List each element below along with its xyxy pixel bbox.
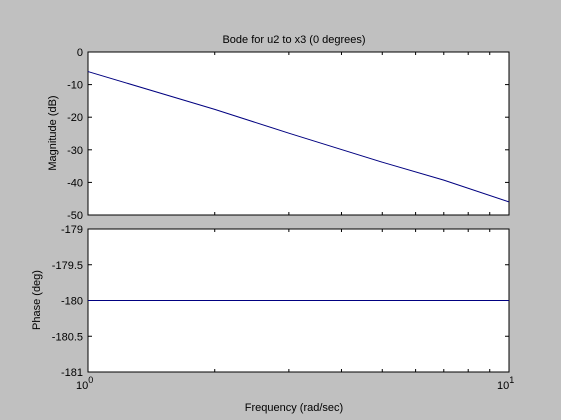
magnitude-series-line (87, 71, 510, 203)
magnitude-ticks: 0 -10 -20 -30 -40 -50 (67, 47, 510, 222)
x-tick-exponent-1: 0 (88, 375, 93, 385)
frequency-xlabel: Frequency (rad/sec) (245, 402, 343, 414)
phase-ytick-label: -179 (61, 224, 83, 236)
phase-ytick-label: -180.5 (52, 331, 83, 343)
magnitude-ytick-label: -30 (67, 145, 83, 157)
magnitude-ytick-label: -40 (67, 177, 83, 189)
x-tick-label-10: 101 (497, 375, 514, 392)
magnitude-ytick-label: -50 (67, 210, 83, 222)
phase-ylabel: Phase (deg) (31, 270, 43, 330)
magnitude-axes: Bode for u2 to x3 (0 degrees) Magnitude … (47, 34, 510, 222)
magnitude-plot-area (87, 51, 510, 216)
magnitude-ytick-label: -20 (67, 112, 83, 124)
magnitude-ytick-label: 0 (77, 47, 83, 59)
phase-ytick-label: -180 (61, 296, 83, 308)
magnitude-title: Bode for u2 to x3 (0 degrees) (222, 34, 365, 46)
phase-axes: Phase (deg) Frequency (rad/sec) -179-179… (31, 224, 514, 414)
magnitude-series (87, 71, 510, 203)
x-tick-label-1: 100 (76, 375, 93, 392)
phase-ytick-label: -181 (61, 367, 83, 379)
magnitude-ylabel: Magnitude (dB) (47, 95, 59, 170)
phase-ytick-label: -179.5 (52, 260, 83, 272)
x-tick-exponent-10: 1 (509, 375, 514, 385)
phase-ticks: -179 -179.5 -180 -180.5 -181 (52, 224, 510, 379)
magnitude-ytick-label: -10 (67, 80, 83, 92)
